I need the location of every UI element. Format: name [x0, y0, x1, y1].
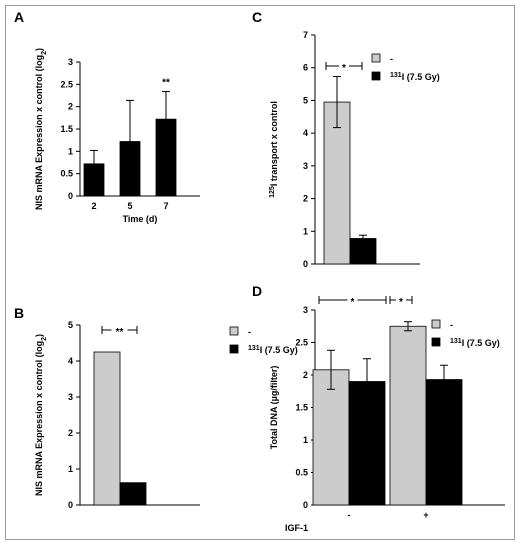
bar-control — [93, 351, 121, 506]
y-tick-label: 3 — [68, 57, 73, 67]
legend-label: - — [390, 54, 393, 64]
y-axis-label: NIS mRNA Expression x control (log2) — [34, 48, 48, 210]
y-tick-label: 0 — [68, 500, 73, 510]
significance-bg — [111, 325, 128, 333]
legend-swatch — [431, 337, 441, 347]
y-tick-label: 3 — [303, 161, 308, 171]
bar-treated — [119, 482, 147, 506]
y-tick-label: 0.5 — [295, 468, 308, 478]
category-axis-label: IGF-1 — [285, 523, 308, 533]
significance-bg — [339, 61, 349, 69]
y-tick-label: 2.5 — [60, 79, 73, 89]
y-tick-label: 2 — [303, 370, 308, 380]
y-tick-label: 2 — [68, 428, 73, 438]
legend-swatch — [371, 71, 381, 81]
y-tick-label: 1 — [68, 146, 73, 156]
legend-label: 131I (7.5 Gy) — [248, 345, 298, 356]
bar-control — [389, 325, 427, 506]
significance-label: ** — [162, 77, 170, 88]
y-tick-label: 2 — [68, 102, 73, 112]
y-tick-label: 1 — [303, 435, 308, 445]
legend-swatch — [431, 319, 441, 329]
y-tick-label: 5 — [303, 95, 308, 105]
panel-b: B 0 1 2 3 4 5 NIS mRNA Expression x control (lo… — [14, 305, 298, 510]
x-axis-label: Time (d) — [123, 214, 158, 224]
y-tick-label: 1.5 — [60, 124, 73, 134]
y-tick-label: 2 — [303, 194, 308, 204]
bar-control — [312, 369, 350, 506]
significance-label: * — [342, 63, 346, 74]
y-tick-label: 4 — [303, 128, 308, 138]
x-tick-label: + — [423, 510, 428, 520]
panel-letter: B — [14, 305, 24, 321]
panel-letter: C — [252, 9, 262, 25]
legend-swatch — [371, 53, 381, 63]
y-tick-label: 2.5 — [295, 338, 308, 348]
y-tick-label: 4 — [68, 356, 73, 366]
x-tick-label: 5 — [127, 201, 132, 211]
y-tick-label: 5 — [68, 320, 73, 330]
y-tick-label: 0.5 — [60, 169, 73, 179]
y-tick-label: 0 — [303, 259, 308, 269]
y-tick-label: 1.5 — [295, 403, 308, 413]
y-tick-label: 1 — [303, 226, 308, 236]
bar-control — [323, 101, 351, 265]
panel-c: C 0 1 2 3 4 5 6 7 125I transport x control * - 131I … — [252, 9, 440, 269]
y-tick-label: 3 — [68, 392, 73, 402]
significance-label: * — [399, 297, 403, 308]
y-tick-label: 0 — [303, 500, 308, 510]
panel-letter: D — [252, 283, 262, 299]
legend-label: - — [450, 320, 453, 330]
panel-a: A 0 0.5 1 1.5 2 2.5 3 NIS mRNA Expression x cont… — [14, 9, 200, 224]
y-tick-label: 3 — [303, 305, 308, 315]
legend-swatch — [229, 326, 239, 336]
figure-frame — [5, 5, 515, 540]
significance-bg — [347, 295, 358, 303]
x-tick-label: 2 — [91, 201, 96, 211]
significance-bg — [396, 295, 406, 303]
y-axis-label: 125I transport x control — [269, 101, 280, 198]
x-tick-label: 7 — [163, 201, 168, 211]
y-axis-label: NIS mRNA Expression x control (log2) — [34, 334, 48, 496]
y-tick-label: 0 — [68, 191, 73, 201]
y-axis-label: Total DNA (µg/filter) — [269, 366, 279, 450]
x-tick-label: - — [348, 510, 351, 520]
bar-treated — [425, 379, 463, 506]
legend-label: - — [248, 327, 251, 337]
y-tick-label: 6 — [303, 63, 308, 73]
significance-label: ** — [116, 327, 124, 338]
bar-treated — [349, 238, 377, 265]
legend-label: 131I (7.5 Gy) — [450, 338, 500, 349]
y-tick-label: 7 — [303, 30, 308, 40]
significance-label: * — [351, 297, 355, 308]
panel-letter: A — [14, 9, 24, 25]
y-tick-label: 1 — [68, 464, 73, 474]
legend-label: 131I (7.5 Gy) — [390, 72, 440, 83]
legend-swatch — [229, 344, 239, 354]
panel-d: D 0 0.5 1 1.5 2 2.5 3 Total DNA (µg/filter) - + IGF… — [252, 283, 505, 533]
